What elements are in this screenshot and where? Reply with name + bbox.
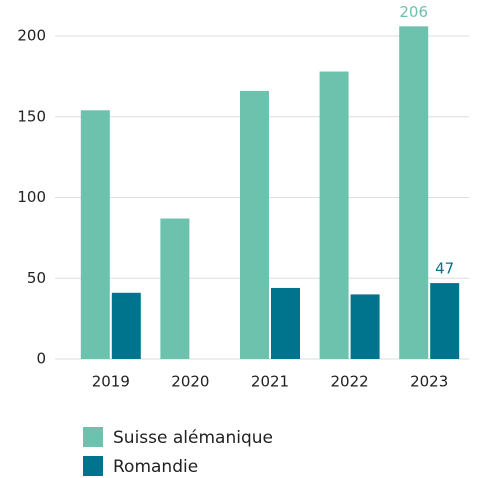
- y-tick-label: 0: [36, 350, 46, 368]
- legend-swatch: [83, 456, 103, 476]
- bar: [319, 71, 349, 359]
- y-tick-label: 100: [17, 188, 46, 206]
- y-tick-label: 150: [17, 107, 46, 125]
- bar: [111, 292, 141, 359]
- data-label: 206: [399, 3, 428, 21]
- bar: [350, 294, 380, 359]
- x-tick-label: 2023: [410, 373, 448, 391]
- x-tick-label: 2021: [251, 373, 289, 391]
- legend-swatch: [83, 427, 103, 447]
- y-tick-label: 50: [27, 269, 46, 287]
- bar: [240, 90, 269, 359]
- bar: [271, 287, 300, 359]
- y-tick-label: 200: [17, 27, 46, 45]
- x-tick-label: 2020: [171, 373, 209, 391]
- x-tick-label: 2022: [331, 373, 369, 391]
- bar: [430, 283, 460, 359]
- legend-label: Suisse alémanique: [113, 428, 273, 448]
- bar: [399, 26, 429, 360]
- data-label: 47: [435, 260, 454, 278]
- legend-label: Romandie: [113, 457, 198, 477]
- bar: [80, 110, 110, 359]
- x-tick-label: 2019: [92, 373, 130, 391]
- bar: [160, 218, 190, 359]
